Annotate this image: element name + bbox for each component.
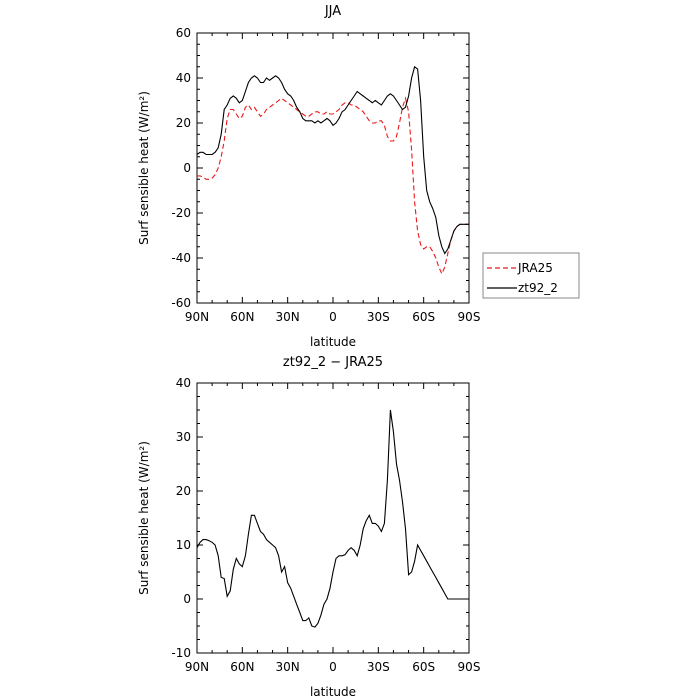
top-panel-title: JJA: [324, 4, 341, 19]
bottom-y-tick-label: 20: [176, 484, 191, 498]
bottom-x-axis-title: latitude: [310, 685, 356, 699]
top-x-tick-label: 90S: [458, 310, 481, 324]
top-y-tick-label: -20: [171, 206, 191, 220]
top-axis-ticks: 90N 60N 30N 0 30S 60S 90S -60 -40 -20 0 20 40 60: [171, 26, 480, 324]
bottom-y-tick-label: 30: [176, 430, 191, 444]
bottom-y-tick-label: -10: [171, 646, 191, 660]
legend-box: [482, 252, 580, 299]
bottom-y-tick-label: 10: [176, 538, 191, 552]
bottom-x-tick-label: 30N: [276, 660, 300, 674]
bottom-x-tick-label: 60S: [412, 660, 435, 674]
top-y-tick-label: -40: [171, 251, 191, 265]
top-x-tick-label: 0: [329, 310, 337, 324]
bottom-axis-ticks: 90N 60N 30N 0 30S 60S 90S -10 0 10 20 30 40: [171, 376, 480, 674]
bottom-y-tick-label: 40: [176, 376, 191, 390]
top-y-tick-label: 40: [176, 71, 191, 85]
top-x-tick-label: 30S: [367, 310, 390, 324]
top-x-tick-label: 90N: [185, 310, 209, 324]
bottom-plot-frame: [196, 382, 470, 654]
top-panel: JJA 90N 60N 30N 0 30S 60S 90S-60-40-200204060 …: [137, 4, 580, 349]
legend-label-zt92-2: zt92_2: [518, 281, 558, 295]
bottom-x-tick-label: 90S: [458, 660, 481, 674]
bottom-x-tick-label: 60N: [230, 660, 254, 674]
top-y-tick-label: 0: [183, 161, 191, 175]
legend-label-jra25: JRA25: [517, 261, 553, 275]
top-series-line-jra25: [197, 96, 469, 276]
top-y-tick-label: 60: [176, 26, 191, 40]
top-x-axis-title: latitude: [310, 335, 356, 349]
bottom-y-axis-title: Surf sensible heat (W/m²): [137, 441, 151, 595]
bottom-series-line-difference: [196, 409, 469, 628]
legend: JRA25 zt92_2: [482, 252, 580, 299]
top-y-tick-label: -60: [171, 296, 191, 310]
bottom-y-tick-label: 0: [183, 592, 191, 606]
top-y-tick-label: 20: [176, 116, 191, 130]
top-plot-frame: [196, 32, 470, 304]
top-x-tick-label: 60N: [230, 310, 254, 324]
top-x-tick-label: 60S: [412, 310, 435, 324]
top-series-lines: [196, 65, 469, 276]
bottom-x-tick-label: 0: [329, 660, 337, 674]
top-series-line-zt92-2: [196, 65, 469, 255]
top-x-tick-label: 30N: [276, 310, 300, 324]
bottom-panel: zt92_2 − JRA25 90N 60N 30N 0 30S 60S 90S -10 0 10…: [137, 355, 480, 699]
bottom-panel-title: zt92_2 − JRA25: [283, 355, 383, 370]
bottom-x-tick-label: 30S: [367, 660, 390, 674]
top-y-axis-title: Surf sensible heat (W/m²): [137, 91, 151, 245]
bottom-series-lines: [196, 409, 469, 628]
bottom-x-tick-label: 90N: [185, 660, 209, 674]
